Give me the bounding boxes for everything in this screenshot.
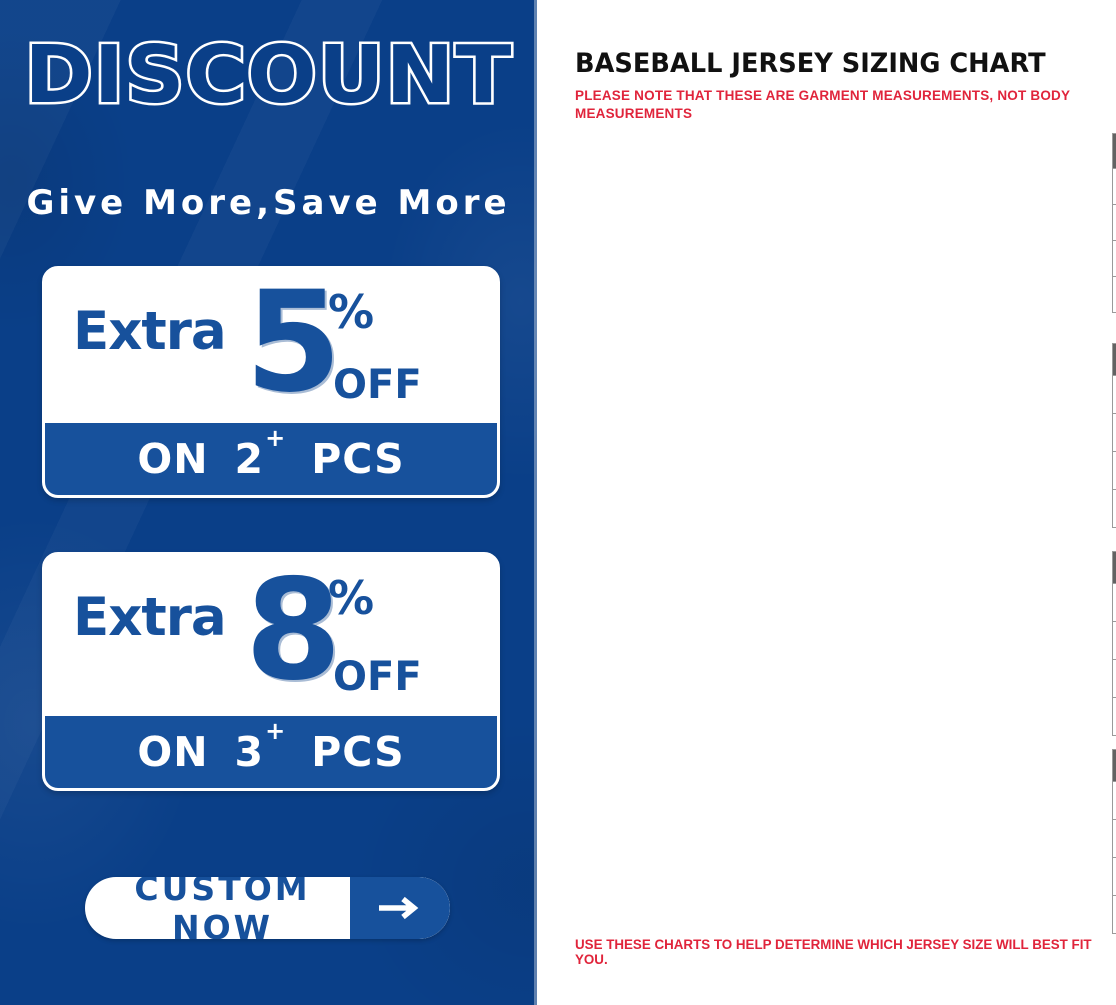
on-label: ON (137, 728, 209, 776)
preschool-sizing-table: PRESCHOOL S M L U.S. SIZE 4 5/6 7 CHEST … (1112, 749, 1116, 934)
row-label: HIPS (IN.) (1112, 697, 1116, 736)
promo-title: DISCOUNT (22, 29, 514, 121)
on-label: ON (137, 435, 209, 483)
womens-sizing-table: WOMEN'S S M L XL 2XL 3XL 4XL AVERAGE US … (1112, 343, 1116, 528)
custom-now-label: CUSTOM NOW (134, 877, 311, 939)
chart-title: BASEBALL JERSEY SIZING CHART (575, 48, 1046, 79)
table-row: LENGTH (IN.) 17.75 19.25 20 (1112, 857, 1116, 896)
extra-label: Extra (73, 301, 227, 362)
quantity-plus: + (265, 717, 287, 746)
table-row: CHEST (IN.) 33 36 39.5 42.5 (1112, 621, 1116, 660)
custom-now-button[interactable]: CUSTOM NOW (85, 877, 450, 939)
quantity-value: 3 (234, 728, 265, 776)
arrow-right-icon[interactable] (350, 877, 450, 939)
discount-promo-panel: DISCOUNT Give More,Save More Extra 5 % O… (0, 0, 537, 1005)
discount-card-top: Extra 8 % OFF (45, 555, 497, 709)
discount-amount: 5 (245, 266, 342, 423)
table-row: U.S. SIZE 4 5/6 7 (1112, 781, 1116, 820)
quantity-threshold: 2+ (234, 424, 286, 483)
discount-card-8-percent[interactable]: Extra 8 % OFF ON 3+ PCS (42, 552, 500, 791)
pcs-label: PCS (311, 435, 405, 483)
promo-subtitle: Give More,Save More (26, 183, 511, 223)
table-row: CHEST(IN.) 46 48 50 52 54 58 62 66 70 76 (1111, 240, 1116, 277)
row-label: AVERAGE US SIZE (1112, 375, 1116, 414)
row-label: JERSEY SIZE (1111, 204, 1116, 241)
row-label: LENGTH (IN.) (1112, 659, 1116, 698)
row-label: U.S. SIZE (1112, 781, 1116, 820)
discount-condition-bar: ON 2+ PCS (45, 423, 497, 495)
percent-symbol: % (328, 571, 375, 625)
discount-condition-bar: ON 3+ PCS (45, 716, 497, 788)
row-label: U.S. SIZE (1112, 583, 1116, 622)
row-label: WAIST (IN.) (1112, 451, 1116, 490)
table-header-row: SIZE S M L XL 2XL 3XL 4XL 5XL 6XL 7XL (1111, 168, 1116, 205)
off-label: OFF (333, 362, 422, 408)
table-row: CHEST (IN.) 38.5 41 43.25 45.75 49 53 57 (1112, 413, 1116, 452)
table-row: LENGTH (IN.) 27 27.5 28 28.5 29 29.5 30 (1112, 489, 1116, 528)
row-label: CHEST(IN.) (1111, 240, 1116, 277)
panel-right-edge (534, 0, 537, 1005)
discount-card-top: Extra 5 % OFF (45, 269, 497, 416)
table-row: U.S. SIZE 8 10/12 14/16 18/20 (1112, 583, 1116, 622)
chart-note: PLEASE NOTE THAT THESE ARE GARMENT MEASU… (575, 88, 1070, 122)
row-label: CHEST (IN.) (1112, 621, 1116, 660)
table-header-row: PRESCHOOL S M L (1112, 749, 1116, 782)
quantity-value: 2 (234, 435, 265, 483)
row-label: CHEST (IN.) (1112, 413, 1116, 452)
percent-symbol: % (328, 285, 375, 339)
row-label: LENGTH(IN.) (1111, 276, 1116, 313)
womens-table-title: WOMEN'S (1112, 343, 1116, 376)
table-header-row: BOYS YTH S YTH M YTH L YTH XL (1112, 551, 1116, 584)
preschool-table-title: PRESCHOOL (1112, 749, 1116, 782)
boys-table-title: BOYS (1112, 551, 1116, 584)
discount-card-5-percent[interactable]: Extra 5 % OFF ON 2+ PCS (42, 266, 500, 498)
table-row: JERSEY SIZE 36 40 44 48 52 56 60 64 68 7… (1111, 204, 1116, 241)
row-label: LENGTH (IN.) (1112, 489, 1116, 528)
table-row: HIPS (IN.) 33 36 39.5 42.5 (1112, 697, 1116, 736)
boys-sizing-table: BOYS YTH S YTH M YTH L YTH XL U.S. SIZE … (1112, 551, 1116, 736)
off-label: OFF (333, 654, 422, 700)
table-row: LENGTH(IN.) 30 31 32 33 34 35 36 37 38 3… (1111, 276, 1116, 313)
row-label: LENGTH (IN.) (1112, 857, 1116, 896)
table-header-row: WOMEN'S S M L XL 2XL 3XL 4XL (1112, 343, 1116, 376)
quantity-plus: + (265, 424, 287, 453)
row-label: HIPS (IN.) (1112, 895, 1116, 934)
panel-texture (0, 0, 537, 1005)
column-header: SIZE (1111, 168, 1116, 205)
discount-amount: 8 (245, 552, 342, 711)
pcs-label: PCS (311, 728, 405, 776)
chart-footer-note: USE THESE CHARTS TO HELP DETERMINE WHICH… (575, 937, 1092, 967)
quantity-threshold: 3+ (234, 717, 286, 776)
table-row: HIPS (IN.) 29 31 32 (1112, 895, 1116, 934)
table-row: LENGTH (IN.) 23 25 27 29 (1112, 659, 1116, 698)
extra-label: Extra (73, 587, 227, 648)
sizing-chart-panel: BASEBALL JERSEY SIZING CHART PLEASE NOTE… (537, 0, 1116, 1005)
row-label: CHEST (IN.) (1112, 819, 1116, 858)
table-row: AVERAGE US SIZE 4-6 8-10 12-14 16-18 20-… (1112, 375, 1116, 414)
table-row: CHEST (IN.) 29 31 32 (1112, 819, 1116, 858)
table-row: WAIST (IN.) 36.5 39 41.25 43.75 47 51 55 (1112, 451, 1116, 490)
